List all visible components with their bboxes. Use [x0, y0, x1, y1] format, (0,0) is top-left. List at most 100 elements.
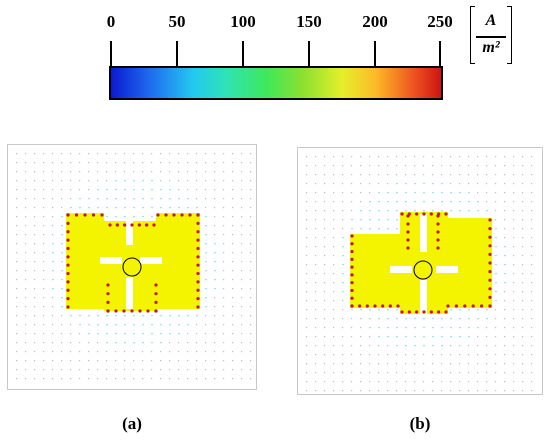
- field-dot: [315, 192, 317, 194]
- field-dot: [531, 390, 533, 392]
- current-arrow: [115, 223, 119, 227]
- field-dot: [531, 246, 533, 248]
- field-dot: [214, 288, 216, 290]
- field-dot: [178, 189, 180, 191]
- field-dot: [187, 324, 189, 326]
- field-dot: [360, 210, 362, 212]
- field-dot: [315, 372, 317, 374]
- field-dot: [88, 189, 90, 191]
- current-arrow: [358, 304, 362, 308]
- field-dot: [486, 201, 488, 203]
- field-dot: [342, 291, 344, 293]
- field-dot: [97, 180, 99, 182]
- left-leg: [66, 213, 104, 309]
- field-dot: [315, 327, 317, 329]
- field-dot: [378, 210, 380, 212]
- field-dot: [387, 201, 389, 203]
- field-dot: [151, 351, 153, 353]
- field-dot: [324, 201, 326, 203]
- field-dot: [315, 174, 317, 176]
- field-dot: [241, 324, 243, 326]
- field-dot: [504, 183, 506, 185]
- field-dot: [441, 183, 443, 185]
- current-arrow: [454, 304, 458, 308]
- field-dot: [342, 345, 344, 347]
- field-dot: [459, 372, 461, 374]
- field-dot: [369, 354, 371, 356]
- field-dot: [342, 255, 344, 257]
- current-arrow: [154, 292, 158, 296]
- field-dot: [477, 372, 479, 374]
- current-arrow: [66, 280, 70, 284]
- field-dot: [97, 162, 99, 164]
- current-arrow: [429, 212, 433, 216]
- field-dot: [169, 333, 171, 335]
- field-dot: [324, 174, 326, 176]
- field-dot: [214, 351, 216, 353]
- field-dot: [79, 351, 81, 353]
- field-dot: [324, 354, 326, 356]
- field-dot: [61, 189, 63, 191]
- field-dot: [315, 309, 317, 311]
- current-arrow: [100, 213, 104, 217]
- field-dot: [324, 210, 326, 212]
- field-dot: [34, 243, 36, 245]
- field-dot: [432, 165, 434, 167]
- field-dot: [160, 162, 162, 164]
- field-dot: [414, 336, 416, 338]
- field-dot: [61, 234, 63, 236]
- field-dot: [142, 216, 144, 218]
- field-dot: [459, 390, 461, 392]
- field-dot: [25, 360, 27, 362]
- field-dot: [34, 162, 36, 164]
- field-dot: [106, 207, 108, 209]
- current-arrow: [196, 221, 200, 225]
- field-dot: [133, 324, 135, 326]
- current-arrow: [488, 252, 492, 256]
- field-dot: [414, 165, 416, 167]
- field-dot: [196, 171, 198, 173]
- current-arrow: [350, 249, 354, 254]
- field-dot: [205, 288, 207, 290]
- field-dot: [187, 369, 189, 371]
- field-dot: [459, 192, 461, 194]
- field-dot: [97, 198, 99, 200]
- field-dot: [531, 174, 533, 176]
- field-dot: [468, 372, 470, 374]
- field-dot: [205, 171, 207, 173]
- current-arrow: [196, 305, 200, 309]
- field-dot: [459, 201, 461, 203]
- field-dot: [16, 225, 18, 227]
- field-dot: [52, 234, 54, 236]
- field-dot: [441, 192, 443, 194]
- field-dot: [306, 183, 308, 185]
- tick-label-150: 150: [296, 12, 322, 31]
- field-dot: [97, 207, 99, 209]
- field-dot: [61, 198, 63, 200]
- field-dot: [124, 171, 126, 173]
- field-dot: [351, 363, 353, 365]
- field-dot: [414, 390, 416, 392]
- current-arrow: [66, 271, 70, 276]
- field-dot: [459, 210, 461, 212]
- current-arrow: [146, 309, 150, 313]
- field-dot: [333, 174, 335, 176]
- field-dot: [333, 363, 335, 365]
- field-dot: [70, 189, 72, 191]
- field-dot: [124, 162, 126, 164]
- field-dot: [16, 252, 18, 254]
- field-dot: [124, 333, 126, 335]
- current-arrow: [350, 242, 354, 246]
- field-dot: [205, 360, 207, 362]
- field-dot: [405, 192, 407, 194]
- field-dot: [115, 162, 117, 164]
- field-dot: [360, 183, 362, 185]
- field-dot: [241, 279, 243, 281]
- field-dot: [205, 333, 207, 335]
- field-dot: [369, 327, 371, 329]
- field-dot: [333, 192, 335, 194]
- field-dot: [432, 336, 434, 338]
- current-arrow: [406, 222, 410, 226]
- field-dot: [241, 342, 243, 344]
- field-dot: [106, 324, 108, 326]
